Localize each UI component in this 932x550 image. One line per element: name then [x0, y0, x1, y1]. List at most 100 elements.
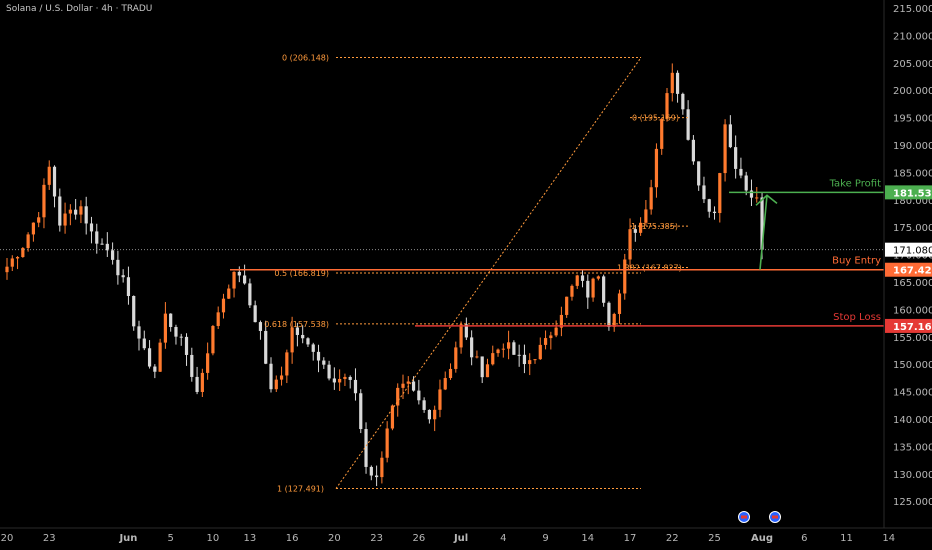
- candle-body: [723, 124, 727, 174]
- candle-body: [533, 359, 537, 361]
- candle-body: [565, 296, 569, 315]
- trade-price-label: 181.537: [893, 188, 932, 199]
- candle-body: [607, 302, 611, 327]
- event-flag-icon-band: [741, 515, 747, 519]
- trade-level-label: Buy Entry: [832, 256, 881, 267]
- event-flag-icon-band: [772, 515, 778, 519]
- candle-body: [227, 288, 231, 299]
- price-tick-label: 215.000: [893, 4, 932, 15]
- time-tick-label: 10: [207, 533, 220, 544]
- fib-level-label: 0.618 (157.538): [264, 320, 329, 329]
- candle-body: [301, 334, 305, 339]
- time-tick-label: 14: [882, 533, 895, 544]
- candle-body: [26, 234, 30, 249]
- candle-body: [253, 305, 257, 323]
- fib-level-label: 0.5 (166.819): [274, 269, 329, 278]
- time-tick-label: 6: [801, 533, 807, 544]
- time-tick-label: 14: [581, 533, 594, 544]
- time-tick-label: 9: [542, 533, 548, 544]
- candle-body: [142, 338, 146, 349]
- candle-body: [5, 266, 9, 273]
- candle-body: [427, 409, 431, 420]
- candle-body: [496, 349, 500, 354]
- time-tick-label: 4: [500, 533, 506, 544]
- fib-level-label: 1 (127.491): [277, 485, 324, 494]
- candle-body: [417, 390, 421, 401]
- candle-body: [116, 259, 120, 276]
- candle-body: [702, 185, 706, 200]
- projection-arrow-head: [755, 194, 778, 206]
- candle-body: [749, 190, 754, 198]
- candle-body: [248, 283, 252, 306]
- candle-body: [760, 197, 764, 250]
- candle-body: [89, 223, 94, 232]
- candle-body: [543, 338, 548, 345]
- time-tick-label: 20: [328, 533, 341, 544]
- candle-body: [364, 429, 368, 467]
- price-tick-label: 135.000: [893, 442, 932, 453]
- candle-body: [190, 354, 194, 377]
- candle-body: [512, 342, 516, 355]
- candle-body: [147, 348, 152, 367]
- candle-body: [755, 197, 759, 199]
- candle-body: [591, 278, 595, 298]
- candle-body: [718, 173, 722, 214]
- candle-body: [279, 375, 284, 380]
- candle-body: [406, 381, 410, 384]
- candle-body: [480, 356, 484, 378]
- candle-body: [269, 363, 273, 390]
- candle-body: [316, 351, 321, 361]
- candle-body: [169, 313, 173, 327]
- candle-body: [274, 379, 278, 390]
- candle-body: [586, 280, 590, 298]
- candle-body: [448, 368, 453, 379]
- time-tick-label: 25: [708, 533, 721, 544]
- candle-body: [575, 275, 579, 286]
- price-tick-label: 205.000: [893, 59, 932, 70]
- price-tick-label: 145.000: [893, 388, 932, 399]
- trade-price-label: 157.168: [893, 322, 932, 333]
- candle-body: [327, 364, 331, 379]
- time-tick-label: 22: [666, 533, 679, 544]
- candle-body: [570, 285, 574, 297]
- candle-body: [84, 206, 88, 224]
- candle-body: [343, 376, 347, 379]
- candle-body: [216, 312, 220, 326]
- candle-body: [137, 326, 141, 339]
- candle-body: [670, 72, 674, 94]
- candle-body: [443, 378, 447, 390]
- time-tick-label: Jul: [453, 533, 468, 544]
- candle-body: [95, 231, 99, 244]
- candle-body: [306, 338, 310, 345]
- candle-body: [158, 342, 162, 372]
- candle-body: [734, 147, 738, 169]
- candle-body: [126, 277, 131, 297]
- candle-body: [401, 383, 405, 388]
- candle-body: [422, 400, 426, 410]
- candle-body: [438, 389, 442, 410]
- candle-body: [459, 324, 463, 348]
- trade-price-tag: [885, 318, 932, 333]
- candle-body: [42, 184, 46, 218]
- price-tick-label: 175.000: [893, 223, 932, 234]
- time-tick-label: 5: [167, 533, 173, 544]
- candle-body: [644, 209, 648, 223]
- candle-body: [390, 405, 395, 429]
- candle-body: [237, 271, 241, 276]
- projection-arrow-line: [759, 195, 768, 270]
- price-tick-label: 160.000: [893, 305, 932, 316]
- candle-body: [332, 378, 336, 383]
- candle-body: [79, 206, 83, 215]
- candle-body: [554, 327, 558, 336]
- candle-body: [195, 376, 199, 392]
- time-tick-label: 11: [840, 533, 853, 544]
- candle-body: [338, 378, 342, 383]
- candle-body: [285, 352, 289, 376]
- candle-body: [596, 276, 600, 279]
- fib-extension-label: 1.382 (167.827): [617, 264, 682, 273]
- candle-body: [628, 229, 632, 260]
- candle-body: [295, 327, 299, 335]
- candle-body: [111, 250, 115, 260]
- candle-body: [454, 347, 458, 369]
